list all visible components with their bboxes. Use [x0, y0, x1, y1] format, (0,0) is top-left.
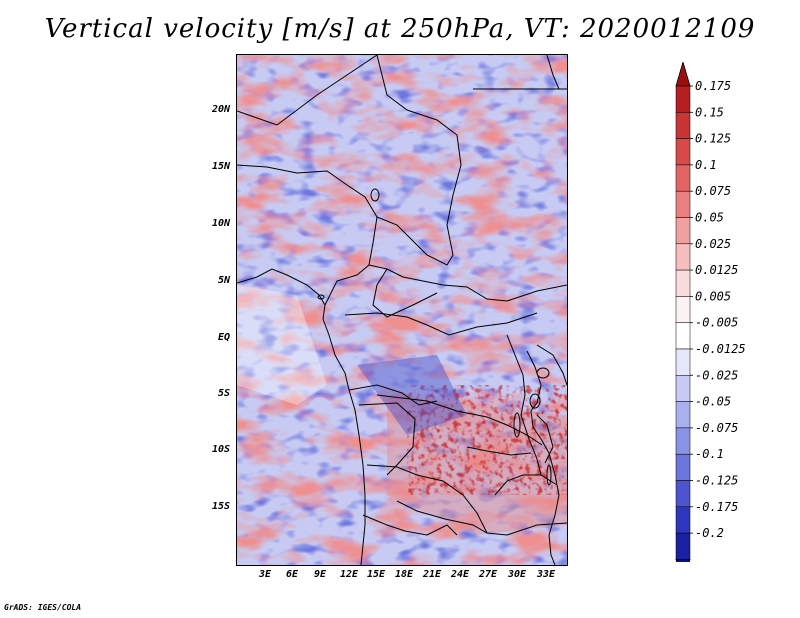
lat-label: 5N — [217, 275, 230, 286]
blue-region-congo — [357, 355, 467, 435]
lakes — [317, 188, 552, 486]
colorbar-box — [675, 112, 691, 139]
colorbar-box — [675, 401, 691, 429]
colorbar-box — [675, 164, 691, 192]
colorbar-label: -0.2 — [695, 526, 724, 540]
colorbar-box — [675, 532, 691, 560]
colorbar-label: 0.0125 — [695, 263, 738, 277]
colorbar-label: -0.175 — [695, 500, 738, 514]
lon-label: 9E — [313, 569, 327, 580]
lon-label: 15E — [366, 569, 386, 580]
colorbar-label: 0.15 — [695, 105, 724, 119]
colorbar-box — [675, 243, 691, 271]
lon-label: 3E — [258, 569, 272, 580]
grads-credit: GrADS: IGES/COLA — [4, 603, 82, 612]
coastlines-borders — [237, 55, 567, 565]
chart-title: Vertical velocity [m/s] at 250hPa, VT: 2… — [44, 14, 756, 44]
colorbar-label: -0.125 — [695, 474, 738, 488]
lat-label: 15S — [211, 501, 230, 512]
colorbar-label: 0.025 — [695, 237, 731, 251]
lon-label: 30E — [507, 569, 527, 580]
colorbar-box — [675, 85, 691, 113]
colorbar-box — [675, 506, 691, 534]
colorbar-label: 0.075 — [695, 184, 731, 198]
colorbar-box — [675, 375, 691, 402]
colorbar-box — [675, 269, 691, 297]
colorbar-label: -0.1 — [695, 447, 724, 461]
colorbar-label: -0.0125 — [695, 342, 746, 356]
lon-label: 21E — [422, 569, 442, 580]
colorbar-label: 0.005 — [695, 289, 731, 303]
pale-region-west — [237, 285, 327, 405]
speckle-region — [407, 385, 567, 495]
colorbar-label: 0.125 — [695, 132, 731, 146]
colorbar: 0.175 0.15 0.125 0.1 0.075 0.05 0.025 0.0125 0.0… — [675, 62, 746, 562]
colorbar-box — [675, 138, 691, 166]
colorbar-box — [675, 296, 691, 323]
lat-label: 10S — [211, 444, 230, 455]
colorbar-box — [675, 217, 691, 245]
lon-label: 12E — [339, 569, 359, 580]
colorbar-box — [675, 190, 691, 218]
lat-label: EQ — [217, 332, 230, 343]
colorbar-arrow-bottom — [675, 558, 691, 562]
colorbar-label: 0.05 — [695, 211, 724, 225]
colorbar-box — [675, 453, 691, 481]
colorbar-box — [675, 348, 691, 376]
colorbar-box — [675, 480, 691, 508]
colorbar-box — [675, 322, 691, 350]
colorbar-label: 0.175 — [695, 79, 731, 93]
lon-label: 33E — [536, 569, 556, 580]
lon-label: 18E — [394, 569, 414, 580]
lon-label: 27E — [478, 569, 498, 580]
colorbar-box — [675, 427, 691, 455]
colorbar-label: -0.075 — [695, 421, 738, 435]
lat-label: 5S — [217, 388, 230, 399]
lon-label: 6E — [285, 569, 299, 580]
colorbar-label: 0.1 — [695, 158, 717, 172]
colorbar-label: -0.025 — [695, 368, 738, 382]
map-panel — [236, 54, 568, 566]
colorbar-label: -0.005 — [695, 316, 738, 330]
map-svg — [237, 55, 567, 565]
lat-label: 20N — [211, 104, 230, 115]
lon-label: 24E — [450, 569, 470, 580]
colorbar-arrow-top — [675, 62, 691, 87]
colorbar-label: -0.05 — [695, 395, 731, 409]
lat-label: 15N — [211, 161, 230, 172]
lat-label: 10N — [211, 218, 230, 229]
